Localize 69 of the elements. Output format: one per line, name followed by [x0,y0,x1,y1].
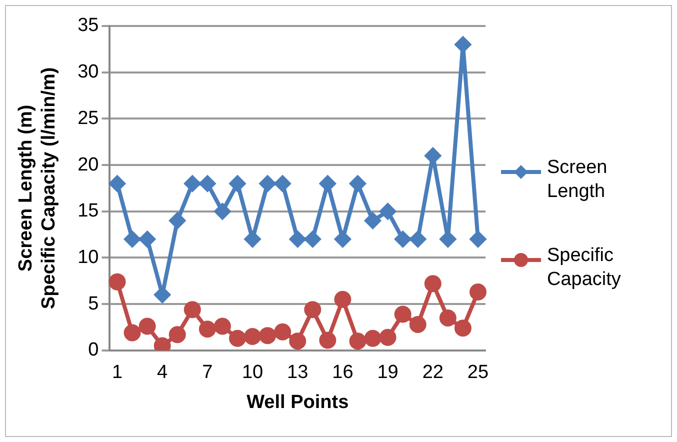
point [424,275,442,292]
point [440,231,456,248]
point [259,327,276,344]
point [380,203,396,220]
point [124,324,141,342]
x-tick-label: 4 [157,362,168,384]
legend-label: Screen Length [547,156,608,204]
point [108,273,126,290]
point [319,332,336,349]
point [169,212,186,229]
point [184,176,200,192]
point [454,320,472,337]
point [198,320,216,338]
point [454,36,471,53]
point [109,176,126,192]
point [350,176,366,192]
y-axis-title: Screen Length (m) Specific Capacity (l/min/m) [16,67,60,310]
point [334,231,351,248]
y-tick-label: 15 [78,200,99,222]
y-tick-label: 30 [78,62,99,83]
point [244,328,262,345]
point [214,203,230,220]
point [289,332,306,350]
point [199,176,216,192]
point [124,231,140,248]
point [320,176,336,192]
point [469,284,486,301]
x-tick-label: 19 [377,362,398,384]
point [424,148,441,164]
point [439,309,456,326]
y-tick-label: 0 [88,340,99,361]
point [290,231,306,248]
point [214,318,231,335]
x-tick-label: 13 [287,362,308,384]
x-tick-label: 10 [242,362,264,384]
point [138,318,156,335]
point [379,328,396,346]
point [364,330,382,347]
point [410,231,426,248]
y-tick-label: 25 [78,108,99,129]
x-tick-label: 22 [422,362,444,384]
point [244,231,261,248]
y-tick-label: 5 [88,293,99,314]
point [274,176,291,192]
point [470,231,486,248]
point [274,323,292,340]
legend-label: Specific Capacity [547,244,622,292]
y-tick-label: 35 [78,15,99,36]
y-tick-label: 10 [78,246,99,268]
point [394,231,411,248]
point [260,176,276,192]
x-tick-label: 1 [112,362,123,384]
point [304,231,321,248]
point [168,326,186,344]
point [229,176,246,192]
point [394,306,412,323]
point [304,301,322,318]
y-tick-label: 20 [78,154,99,176]
point [139,231,156,248]
point [349,332,366,350]
x-tick-label: 16 [332,362,354,384]
point [184,301,201,318]
x-axis-title: Well Points [246,392,349,413]
x-tick-label: 7 [202,362,213,384]
point [409,316,426,333]
point [334,290,352,308]
point [228,330,246,347]
x-tick-label: 25 [467,362,489,384]
point [364,212,381,229]
